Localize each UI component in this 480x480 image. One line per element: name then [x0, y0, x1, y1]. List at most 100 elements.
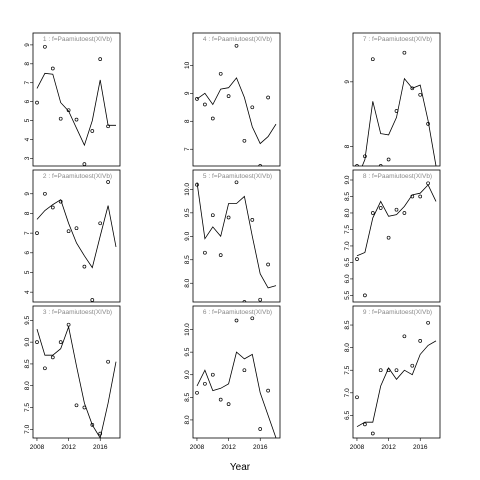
- y-tick-label: 9.0: [344, 175, 351, 184]
- data-point: [370, 57, 375, 62]
- y-tick-label: 8.5: [344, 192, 351, 201]
- data-point: [426, 181, 430, 186]
- y-tick-label: 10.0: [184, 323, 191, 336]
- data-point: [50, 355, 55, 360]
- data-point: [355, 395, 359, 400]
- data-point: [242, 300, 247, 302]
- data-point: [82, 162, 87, 166]
- y-tick-label: 9.5: [24, 315, 31, 324]
- panel-plot-area: [35, 180, 117, 302]
- x-tick-label: 2012: [221, 444, 236, 451]
- panel-plot-area: [35, 44, 116, 166]
- panel-plot-area: [195, 43, 277, 166]
- fit-line: [196, 77, 277, 145]
- panel-9: 9 : f=Paamiutoest(XIVb) 6.5 7.0 7.5 8.0 8.5 20…: [344, 305, 441, 451]
- panel-frame: [32, 169, 121, 303]
- data-point: [426, 122, 430, 126]
- data-point: [410, 86, 415, 91]
- fit-line: [356, 340, 437, 428]
- y-tick-label: 8.0: [344, 208, 351, 217]
- y-tick-label: 5.5: [344, 291, 351, 300]
- data-point: [402, 211, 407, 215]
- data-point: [210, 372, 215, 377]
- y-tick-label: 6.5: [344, 411, 351, 420]
- data-point: [378, 206, 383, 210]
- data-point: [386, 368, 391, 373]
- panel-plot-area: [195, 180, 277, 302]
- x-tick-label: 2012: [381, 444, 396, 451]
- y-tick-label: 9.0: [24, 337, 31, 346]
- data-point: [74, 226, 79, 231]
- y-tick-label: 6: [24, 251, 31, 255]
- panel-1: 1 : f=Paamiutoest(XIVb) 3 4 5 6 7 8 9: [24, 32, 121, 167]
- data-point: [98, 57, 103, 61]
- panel-plot-area: [355, 50, 437, 166]
- data-point: [386, 157, 391, 162]
- data-point: [74, 403, 79, 408]
- y-tick-label: 9.5: [184, 347, 191, 356]
- panel-6: 8 : f=Paamiutoest(XIVb) 5.5 6.0 6.5 7.0 7.5 8.…: [344, 169, 441, 303]
- data-point: [394, 109, 399, 113]
- data-point: [50, 66, 55, 71]
- data-point: [394, 207, 399, 212]
- panel-4: 2 : f=Paamiutoest(XIVb) 4 5 6 7 8 9: [24, 169, 121, 303]
- data-point: [74, 117, 79, 122]
- y-tick-label: 8.5: [184, 255, 191, 264]
- data-point: [234, 43, 239, 48]
- data-point: [363, 154, 367, 159]
- data-point: [402, 334, 407, 339]
- data-point: [226, 215, 231, 220]
- y-tick-label: 7: [24, 231, 31, 235]
- data-point: [106, 124, 110, 129]
- y-tick-label: 9: [344, 80, 351, 84]
- data-point: [35, 100, 39, 105]
- data-point: [90, 423, 95, 427]
- panel-plot-area: [355, 181, 437, 298]
- data-point: [355, 257, 359, 261]
- panel-frame: [192, 305, 281, 439]
- fit-line: [356, 184, 437, 257]
- data-point: [203, 102, 207, 107]
- data-point: [363, 422, 367, 427]
- data-point: [35, 340, 39, 344]
- data-point: [266, 388, 270, 393]
- fit-line: [36, 325, 117, 438]
- panel-strip-label: 1 : f=Paamiutoest(XIVb): [43, 36, 112, 43]
- panel-plot-area: [355, 320, 437, 436]
- panel-plot-area: [195, 316, 277, 438]
- data-point: [203, 250, 207, 255]
- fit-line: [36, 72, 116, 147]
- y-tick-label: 8.5: [184, 392, 191, 401]
- y-tick-label: 10.0: [184, 183, 191, 196]
- y-tick-label: 8: [24, 211, 31, 215]
- y-tick-label: 9: [24, 192, 31, 196]
- panel-frame: [352, 169, 441, 303]
- x-axis-title: Year: [230, 462, 251, 473]
- data-point: [250, 316, 255, 321]
- data-point: [58, 199, 63, 204]
- data-point: [266, 95, 270, 100]
- y-tick-label: 8.0: [184, 278, 191, 287]
- data-point: [258, 164, 263, 166]
- data-point: [195, 97, 199, 101]
- y-tick-label: 9.5: [184, 208, 191, 217]
- panel-strip-label: 3 : f=Paamiutoest(XIVb): [43, 309, 112, 316]
- y-tick-label: 7.0: [24, 424, 31, 433]
- fit-line: [196, 351, 277, 438]
- data-point: [218, 253, 223, 257]
- data-point: [43, 366, 47, 371]
- data-point: [203, 381, 207, 386]
- y-tick-label: 7: [24, 81, 31, 85]
- y-tick-label: 9: [184, 91, 191, 95]
- data-point: [250, 218, 255, 222]
- y-tick-label: 8: [184, 119, 191, 123]
- panel-strip-label: 4 : f=Paamiutoest(XIVb): [203, 36, 272, 43]
- panel-5: 5 : f=Paamiutoest(XIVb) 8.0 8.5 9.0 9.5 10.0: [184, 169, 281, 303]
- data-point: [66, 108, 71, 113]
- data-point: [218, 397, 223, 402]
- panel-strip-label: 6 : f=Paamiutoest(XIVb): [203, 309, 272, 316]
- y-tick-label: 9.0: [184, 231, 191, 240]
- y-tick-label: 10: [184, 61, 191, 69]
- y-tick-label: 9: [24, 43, 31, 47]
